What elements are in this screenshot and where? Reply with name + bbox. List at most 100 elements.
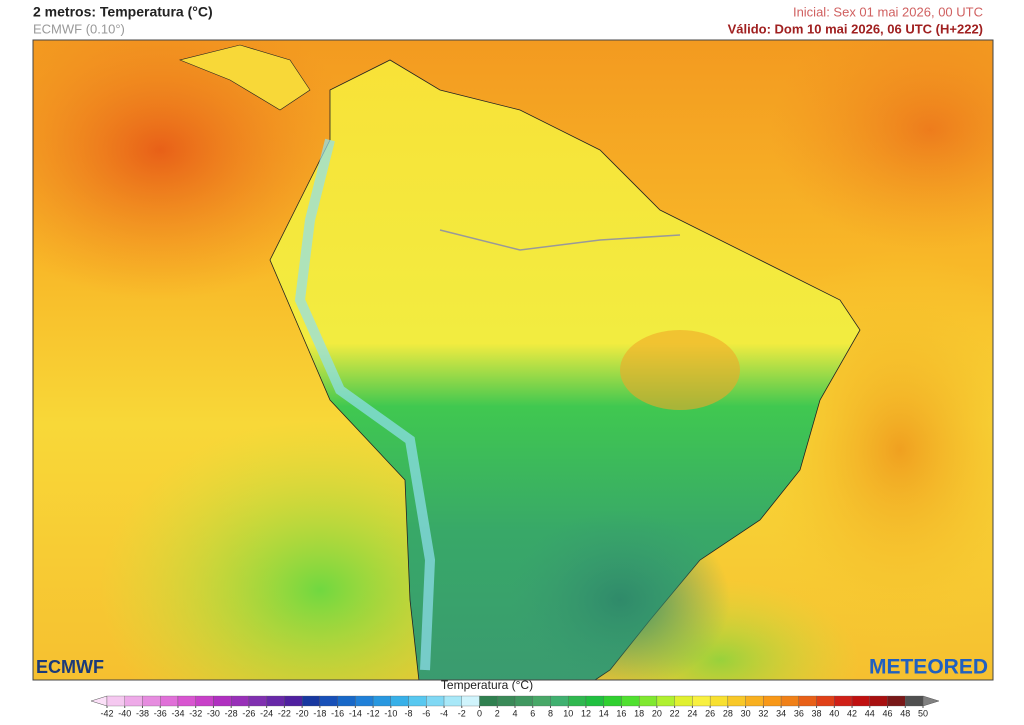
colorbar-tick-label: -26 [242,708,255,718]
colorbar-box [106,695,125,707]
colorbar-tick-label: 22 [670,708,680,718]
colorbar-tick-label: -28 [225,708,238,718]
initial-time: Inicial: Sex 01 mai 2026, 00 UTC [793,4,983,19]
colorbar-box [851,695,870,707]
colorbar-tick-label: 36 [794,708,804,718]
colorbar-box [301,695,321,707]
colorbar-tick-label: 16 [616,708,626,718]
colorbar-tick-label: 12 [581,708,591,718]
colorbar-tick-label: 50 [918,708,928,718]
colorbar-tick-label: 6 [530,708,535,718]
colorbar-tick-label: -2 [458,708,466,718]
colorbar-box [231,695,250,707]
colorbar-tick-label: -34 [171,708,184,718]
colorbar-box [160,695,179,707]
colorbar-box [497,695,516,707]
colorbar-tick-label: 26 [705,708,715,718]
colorbar-over [922,695,940,707]
colorbar-tick-label: 42 [847,708,857,718]
colorbar-box [674,695,693,707]
colorbar-box [408,695,427,707]
colorbar-box [195,695,214,707]
colorbar-box [656,695,675,707]
colorbar-tick-label: 8 [548,708,553,718]
colorbar-box [213,695,232,707]
model: ECMWF (0.10°) [33,21,125,36]
colorbar: -42 -40 -38 -36 -34 -32 -30 -28 -26 -24 -22 -20 -18-… [90,695,940,718]
title: 2 metros: Temperatura (°C) [33,4,213,20]
map-frame [32,39,994,681]
colorbar-tick-label: -12 [367,708,380,718]
colorbar-tick-label: 28 [723,708,733,718]
colorbar-tick-label: 34 [776,708,786,718]
colorbar-tick-label: -18 [313,708,326,718]
colorbar-title: Temperatura (°C) [441,678,533,692]
colorbar-box [780,695,799,707]
colorbar-tick-label: 10 [563,708,573,718]
colorbar-box [355,695,374,707]
colorbar-box [816,695,835,707]
colorbar-box [603,695,622,707]
colorbar-tick-label: -24 [260,708,273,718]
colorbar-box [568,695,587,707]
colorbar-tick-label: 24 [687,708,697,718]
colorbar-box [284,695,303,707]
colorbar-box [905,695,924,707]
colorbar-tick-label: -40 [118,708,131,718]
colorbar-tick-label: -22 [278,708,291,718]
colorbar-box [621,695,640,707]
colorbar-box [514,695,533,707]
meteored-logo: METEORED [869,656,988,679]
colorbar-box [142,695,161,707]
colorbar-box [727,695,746,707]
ecmwf-logo: ECMWF [36,657,104,677]
colorbar-tick-label: -30 [207,708,220,718]
colorbar-box [532,695,551,707]
colorbar-tick-label: -14 [349,708,362,718]
colorbar-tick-label: 32 [758,708,768,718]
colorbar-tick-label: 46 [883,708,893,718]
colorbar-under [90,695,108,707]
colorbar-box [585,695,604,707]
colorbar-box [798,695,817,707]
colorbar-tick-label: 30 [741,708,751,718]
valid-time: Válido: Dom 10 mai 2026, 06 UTC (H+222) [728,21,983,36]
colorbar-box [550,695,569,707]
colorbar-tick-label: 40 [829,708,839,718]
colorbar-tick-label: -32 [189,708,202,718]
colorbar-box [479,695,498,707]
colorbar-tick-label: 14 [599,708,609,718]
colorbar-tick-label: 20 [652,708,662,718]
colorbar-box [319,695,338,707]
colorbar-box [337,695,356,707]
colorbar-tick-label: -4 [440,708,448,718]
colorbar-box [390,695,409,707]
colorbar-box [887,695,906,707]
colorbar-box [763,695,782,707]
colorbar-tick-label: 38 [812,708,822,718]
colorbar-tick-label: -16 [331,708,344,718]
colorbar-tick-label: -42 [100,708,113,718]
colorbar-box [639,695,658,707]
colorbar-tick-label: -38 [136,708,149,718]
colorbar-box [461,695,480,707]
colorbar-box [426,695,445,707]
colorbar-box [248,695,267,707]
colorbar-box [266,695,285,707]
colorbar-box [177,695,196,707]
colorbar-box [709,695,729,707]
colorbar-tick-label: 44 [865,708,875,718]
colorbar-tick-label: 48 [900,708,910,718]
colorbar-box [834,695,853,707]
colorbar-box [869,695,888,707]
colorbar-tick-label: -36 [154,708,167,718]
colorbar-tick-label: 0 [477,708,482,718]
colorbar-tick-label: 4 [512,708,517,718]
colorbar-box [745,695,764,707]
colorbar-tick-label: 2 [495,708,500,718]
colorbar-tick-label: -8 [405,708,413,718]
colorbar-box [443,695,462,707]
colorbar-tick-label: -20 [296,708,309,718]
